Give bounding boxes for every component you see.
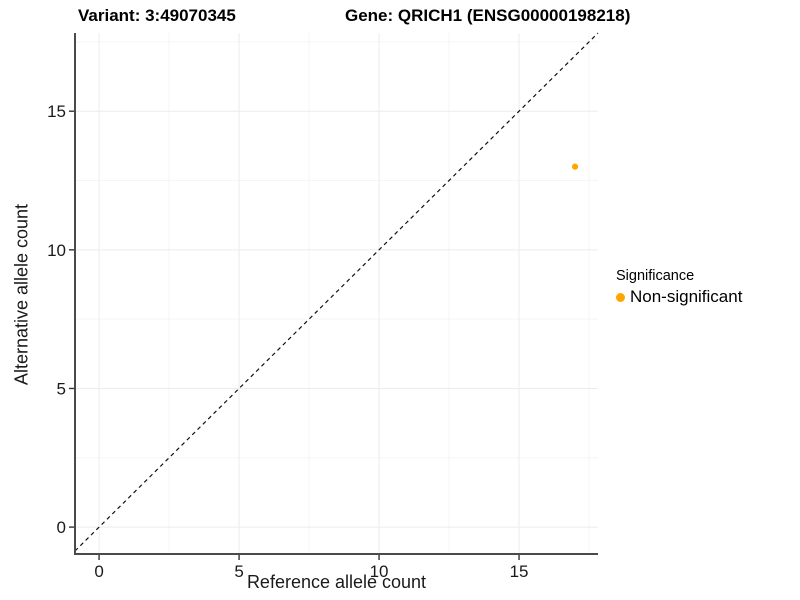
y-tick-label: 15 <box>47 102 66 121</box>
y-tick-label: 0 <box>57 518 66 537</box>
x-tick-label: 5 <box>234 562 243 581</box>
legend-title: Significance <box>616 268 695 284</box>
identity-dashed-line <box>74 32 599 552</box>
legend-item-label: Non-significant <box>630 287 743 306</box>
y-tick-label: 10 <box>47 241 66 260</box>
legend-item: Non-significant <box>616 287 742 307</box>
legend-items: Non-significant <box>616 287 742 307</box>
x-tick-label: 15 <box>510 562 529 581</box>
x-tick-label: 10 <box>370 562 389 581</box>
data-point <box>571 163 579 170</box>
gene-title: Gene: QRICH1 (ENSG00000198218) <box>345 6 631 25</box>
x-axis-title: Reference allele count <box>246 572 427 592</box>
legend: Significance Non-significant <box>616 268 742 307</box>
x-tick-label: 0 <box>94 562 103 581</box>
y-axis-title: Alternative allele count <box>11 203 32 386</box>
legend-point-icon <box>616 292 625 302</box>
variant-title: Variant: 3:49070345 <box>78 6 236 25</box>
y-tick-label: 5 <box>57 379 66 398</box>
